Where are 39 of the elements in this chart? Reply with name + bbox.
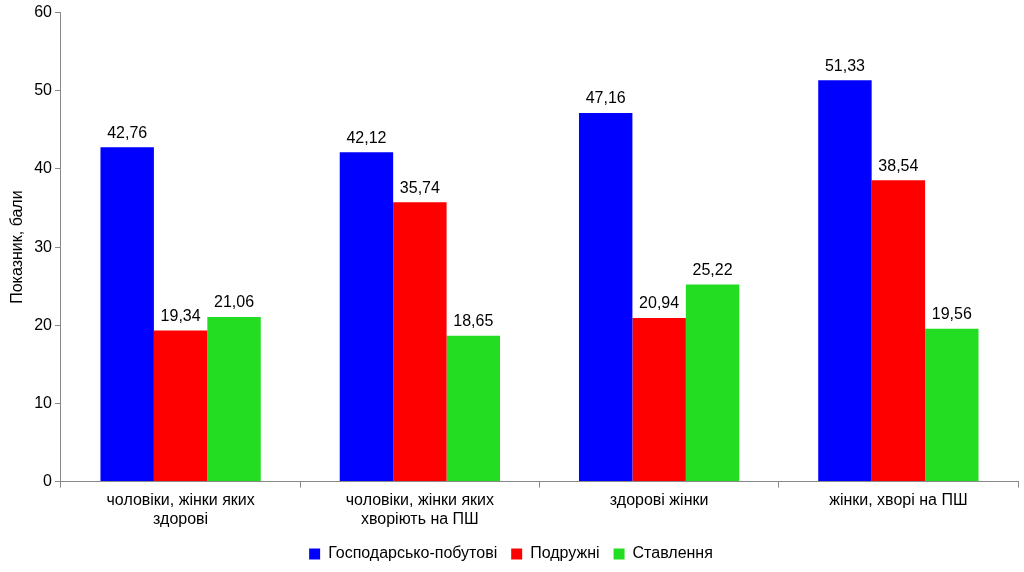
data-label: 38,54 [878,156,919,174]
bar [871,180,926,482]
data-label: 25,22 [692,260,733,278]
data-label: 21,06 [214,293,255,311]
bar [685,284,740,482]
legend-label: Подружні [530,544,600,562]
bar [393,202,447,482]
y-tick-label: 0 [43,472,53,490]
x-tick-label: жінки, хворі на ПШ [829,490,968,508]
bar [446,335,501,482]
data-label: 20,94 [639,294,680,312]
y-tick-label: 10 [34,393,53,411]
bar [925,328,979,482]
y-tick-label: 50 [34,81,53,99]
bar [818,80,872,482]
data-label: 19,34 [160,306,201,324]
legend-label: Господарсько-побутові [328,544,498,562]
y-tick-label: 40 [34,159,53,177]
data-label: 19,56 [931,305,972,323]
y-tick-label: 60 [34,3,53,21]
bar [100,147,154,482]
bar [153,330,208,482]
bar [632,317,686,482]
x-tick-label: здорові жінки [609,490,709,508]
data-label: 47,16 [585,89,626,107]
y-tick-label: 30 [34,237,53,255]
y-tick-label: 20 [34,315,53,333]
bar [578,112,633,482]
legend-label: Ставлення [632,544,713,562]
data-label: 51,33 [824,56,866,74]
x-tick-label: чоловіки, жінки яких хворіють на ПШ [345,490,495,527]
data-label: 42,12 [346,128,387,146]
data-label: 18,65 [453,312,494,330]
data-label: 35,74 [399,178,440,196]
bar [339,152,394,482]
x-tick-label: чоловіки, жінки яких здорові [106,490,255,527]
y-axis-title: Показник, бали [8,190,26,304]
data-label: 42,76 [107,123,148,141]
bar [207,316,261,482]
